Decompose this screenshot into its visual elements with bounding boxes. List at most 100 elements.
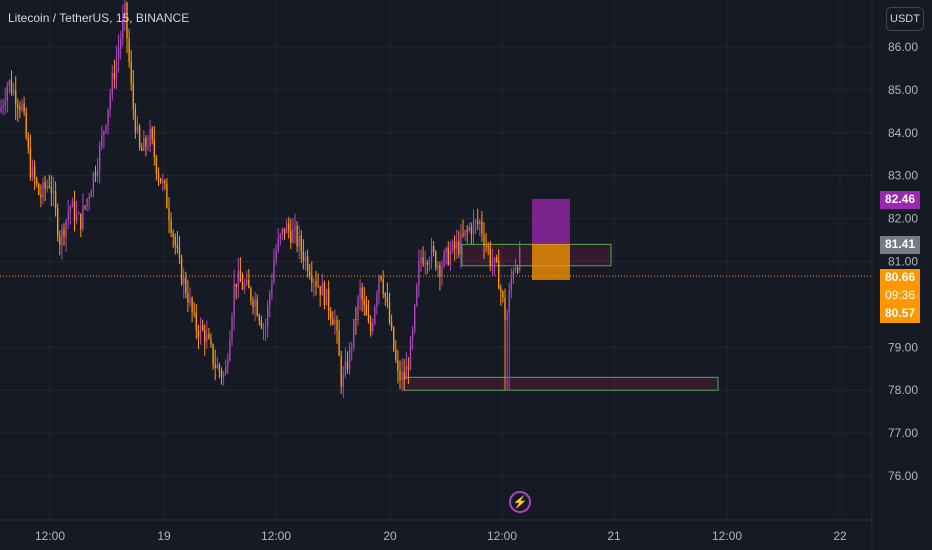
candle-body	[458, 241, 460, 254]
candle-body	[40, 194, 42, 198]
candle-body	[395, 350, 397, 361]
candle-body	[393, 327, 395, 351]
candle-body	[208, 334, 210, 339]
candle-body	[483, 233, 485, 246]
candle-body	[275, 250, 277, 262]
candle-body	[298, 236, 300, 247]
candle-body	[222, 374, 225, 377]
candle-body	[372, 323, 374, 331]
candle-body	[495, 257, 498, 262]
candle-body	[292, 229, 294, 243]
candle-body	[25, 112, 27, 138]
x-tick-label: 20	[383, 529, 397, 543]
candle-body	[86, 198, 88, 206]
y-tick-label: 84.00	[888, 126, 918, 140]
candle-body	[130, 61, 132, 84]
candle-body	[294, 225, 296, 230]
candle-body	[445, 247, 447, 253]
candle-body	[386, 296, 389, 303]
candle-body	[122, 18, 124, 39]
candle-body	[73, 201, 76, 221]
candle-body	[105, 125, 107, 132]
candle-body	[103, 131, 105, 136]
candle-body	[409, 339, 412, 370]
candle-body	[183, 277, 185, 285]
candle-body	[489, 248, 491, 265]
candle-body	[428, 261, 431, 265]
y-tick-label: 78.00	[888, 383, 918, 397]
candle-body	[516, 267, 519, 271]
candle-body	[508, 290, 510, 314]
candle-body	[120, 38, 122, 49]
currency-button[interactable]: USDT	[886, 7, 924, 31]
candle-body	[199, 325, 202, 337]
candle-body	[359, 287, 361, 298]
candle-body	[107, 108, 109, 126]
candle-body	[54, 190, 57, 209]
candle-body	[2, 105, 4, 108]
x-tick-label: 12:00	[35, 529, 65, 543]
candle-body	[164, 180, 166, 184]
candle-body	[418, 261, 420, 286]
candle-body	[155, 157, 158, 174]
candle-body	[353, 319, 355, 347]
zone-box	[403, 376, 719, 391]
candle-body	[117, 48, 120, 60]
candle-body	[15, 90, 17, 106]
candle-body	[254, 299, 256, 308]
candle-body	[321, 283, 323, 296]
candle-body	[227, 360, 229, 367]
candle-body	[246, 279, 248, 285]
candle-body	[456, 241, 458, 249]
candle-body	[334, 319, 336, 325]
candle-body	[12, 90, 15, 94]
candle-body	[264, 326, 267, 328]
lightning-icon[interactable]: ⚡	[509, 491, 531, 513]
price-axis: 86.00 85.00 84.00 83.00 82.00 81.00 79.00 78.00…	[888, 40, 918, 483]
candle-body	[323, 283, 326, 306]
candle-body	[46, 185, 48, 189]
candle-body	[330, 310, 332, 319]
candle-body	[187, 293, 189, 303]
candle-body	[132, 83, 134, 109]
candle-body	[464, 230, 466, 236]
candle-body	[134, 108, 137, 132]
candle-body	[502, 291, 504, 298]
candle-body	[493, 257, 496, 264]
candle-body	[126, 2, 128, 39]
candle-body	[149, 128, 151, 147]
candle-body	[474, 220, 477, 222]
candle-body	[109, 94, 111, 109]
candle-body	[443, 252, 445, 267]
stop-price-label: 80.57	[880, 305, 920, 323]
y-tick-label: 86.00	[888, 40, 918, 54]
candle-body	[90, 191, 92, 198]
candle-body	[92, 172, 95, 192]
candle-body	[256, 299, 258, 316]
candle-body	[69, 206, 71, 213]
candle-body	[441, 266, 443, 277]
y-tick-label: 82.00	[888, 212, 918, 226]
candle-body	[283, 228, 286, 234]
candle-body	[21, 103, 23, 110]
candle-body	[315, 281, 317, 286]
candle-body	[210, 338, 212, 345]
candle-body	[424, 262, 426, 265]
candle-body	[498, 261, 500, 289]
candle-body	[218, 364, 221, 371]
measure-box	[532, 243, 570, 280]
y-tick-label: 79.00	[888, 340, 918, 354]
candle-body	[157, 173, 160, 179]
candle-body	[468, 226, 470, 231]
candle-body	[382, 279, 384, 294]
candle-body	[288, 223, 290, 231]
candle-body	[399, 370, 401, 381]
candle-body	[201, 325, 204, 331]
candle-body	[145, 137, 147, 147]
candle-body	[267, 305, 269, 327]
candle-body	[94, 172, 97, 176]
candle-body	[514, 267, 517, 271]
candle-body	[42, 182, 44, 198]
candle-body	[31, 166, 34, 178]
